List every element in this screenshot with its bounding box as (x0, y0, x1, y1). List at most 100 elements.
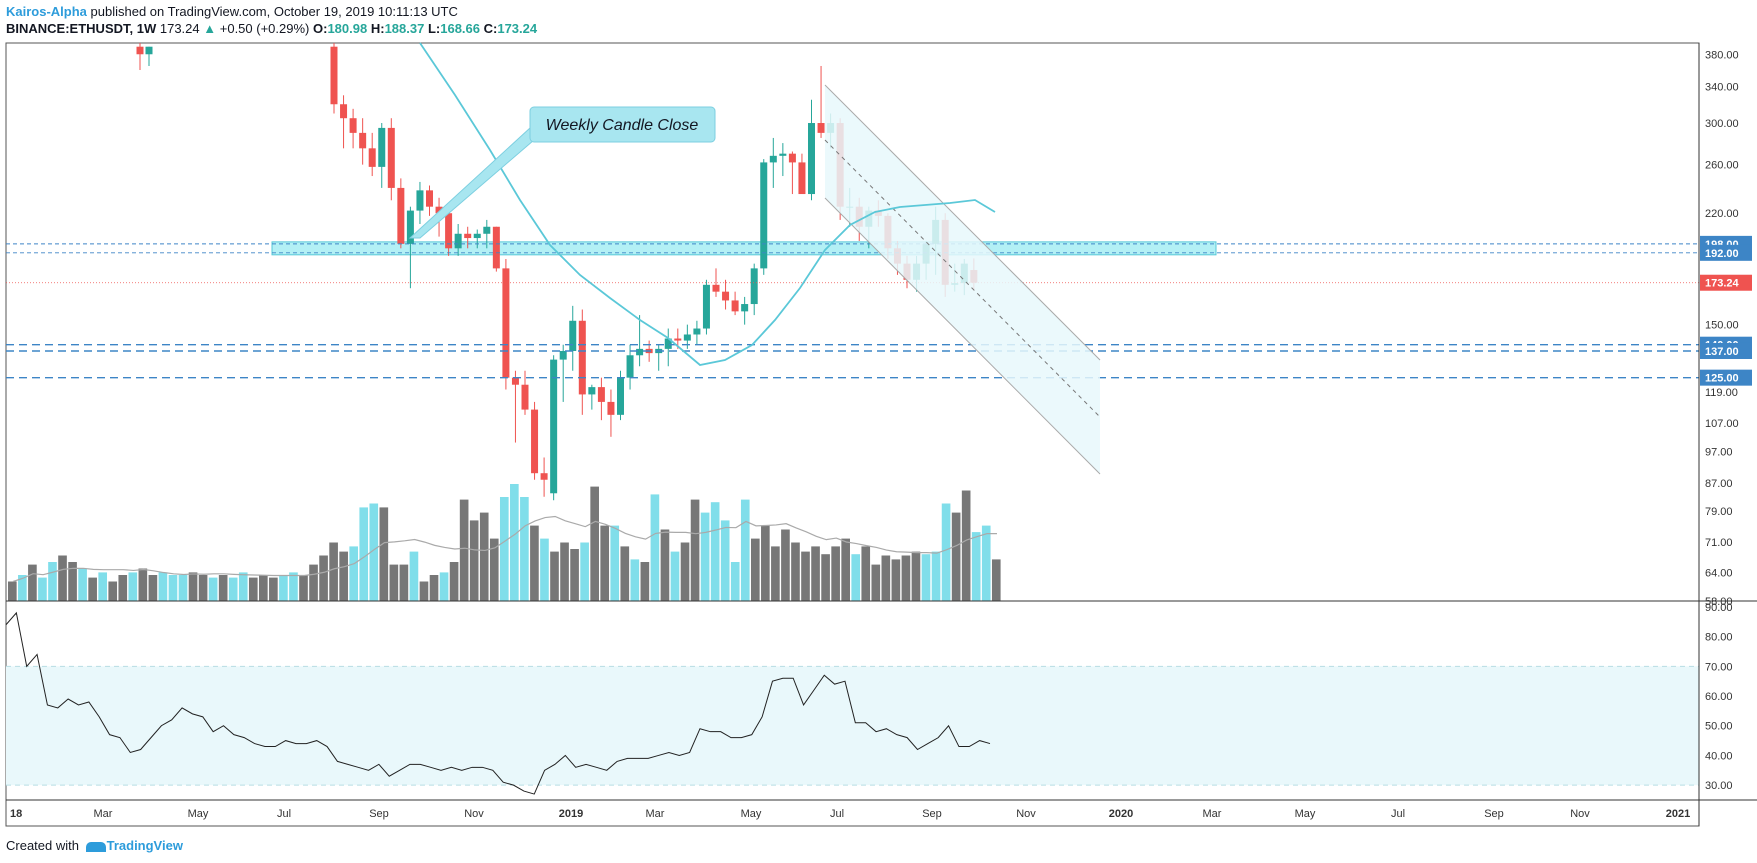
rsi-tick-label: 40.00 (1705, 750, 1733, 762)
volume-bar (78, 568, 87, 601)
candle-body (674, 338, 682, 341)
y-tick-label: 97.00 (1705, 446, 1733, 458)
volume-bar (761, 525, 770, 601)
volume-bar (439, 572, 449, 601)
volume-bar (178, 575, 188, 601)
volume-bar (530, 525, 539, 601)
price-label-173.24: 173.24 (1705, 278, 1740, 290)
rsi-tick-label: 50.00 (1705, 721, 1733, 733)
volume-bar (670, 551, 680, 601)
volume-bar (18, 575, 27, 601)
low-label: L: (427, 21, 441, 36)
candle-body (702, 284, 710, 329)
volume-bar (399, 564, 409, 601)
rsi-line (5, 611, 991, 795)
volume-bar (861, 546, 871, 601)
candle-body (597, 387, 605, 402)
volume-bar (188, 572, 198, 601)
candle-body (769, 155, 777, 163)
x-tick-label: Jul (277, 808, 291, 820)
y-tick-label: 107.00 (1705, 418, 1739, 430)
volume-bar (690, 499, 700, 601)
volume-bar (48, 562, 57, 601)
volume-bar (791, 542, 800, 601)
candle-body (340, 104, 348, 119)
volume-ma-line (12, 515, 997, 583)
volume-bar (68, 562, 77, 601)
rsi-band (6, 666, 1699, 786)
volume-bar (831, 546, 840, 601)
volume-bar (108, 581, 118, 601)
volume-bar (961, 490, 971, 601)
price-label-box (1700, 342, 1752, 359)
axes-layer: 380.00 340.00 300.00 260.00 220.00 150.00 119.… (6, 43, 1757, 826)
high-label: H: (370, 21, 385, 36)
high-value: 188.37 (384, 21, 425, 36)
publish-info: Kairos-Alpha published on TradingView.co… (6, 4, 458, 19)
rsi-tick-label: 60.00 (1705, 691, 1733, 703)
volume-bar (128, 572, 138, 601)
price-change: +0.50 (+0.29%) (219, 21, 310, 36)
candle-body (607, 401, 615, 415)
author-link[interactable]: Kairos-Alpha (6, 4, 87, 19)
price-label-137.00: 137.00 (1705, 346, 1739, 358)
up-arrow-icon: ▲ (203, 21, 217, 36)
price-label-box (1700, 244, 1752, 261)
candle-body (636, 348, 644, 356)
candle-body (502, 268, 510, 378)
candle-body (406, 210, 414, 244)
tradingview-link[interactable]: TradingView (106, 838, 183, 853)
symbol-info: BINANCE:ETHUSDT, 1W 173.24 ▲ +0.50 (+0.2… (6, 21, 537, 36)
volume-bar (319, 555, 328, 601)
volume-bar (459, 499, 469, 601)
volume-bar (771, 546, 780, 601)
candle-body (136, 46, 144, 55)
volume-bar (208, 577, 218, 601)
channel-mid (824, 139, 1101, 418)
candle-body (798, 162, 806, 195)
rsi-tick-label: 70.00 (1705, 661, 1733, 673)
x-tick-label: Mar (1203, 808, 1222, 820)
open-value: 180.98 (327, 21, 368, 36)
volume-bar (469, 520, 479, 601)
x-tick-label: Sep (922, 808, 942, 820)
candle-body (693, 328, 701, 335)
y-tick-label: 260.00 (1705, 160, 1739, 172)
candle-body (416, 190, 424, 211)
rsi-pane (5, 611, 1699, 795)
close-label: C: (483, 21, 498, 36)
y-tick-label: 150.00 (1705, 320, 1739, 332)
volume-bar (359, 507, 369, 601)
x-tick-label: Mar (646, 808, 665, 820)
volume-bar (871, 564, 881, 601)
candle-body (540, 473, 548, 480)
candle-body (368, 148, 376, 167)
volume-bar (489, 538, 499, 601)
y-tick-label: 119.00 (1705, 387, 1738, 399)
volume-bar (740, 499, 750, 601)
candle-body (712, 284, 720, 292)
volume-bar (409, 551, 419, 601)
candle-body (760, 162, 768, 269)
candle-body (817, 123, 825, 133)
volume-bar (228, 577, 238, 601)
volume-bar (369, 503, 379, 601)
y-tick-label: 87.00 (1705, 478, 1733, 490)
channel-lower (824, 197, 1101, 475)
volume-bar (610, 525, 620, 601)
candle-body (750, 268, 758, 305)
x-tick-label: Mar (94, 808, 113, 820)
volume-bar (349, 546, 359, 601)
volume-bar (951, 512, 961, 601)
volume-bar (389, 564, 399, 601)
volume-bar (299, 575, 308, 601)
volume-bar (941, 503, 951, 601)
volume-bar (700, 512, 710, 601)
candle-body (454, 233, 462, 249)
x-tick-label: 2021 (1666, 808, 1690, 820)
volume-bar (499, 497, 509, 601)
volume-bar (58, 555, 67, 601)
candle-body (397, 187, 405, 244)
annotation-callout[interactable]: Weekly Candle Close (408, 106, 716, 239)
